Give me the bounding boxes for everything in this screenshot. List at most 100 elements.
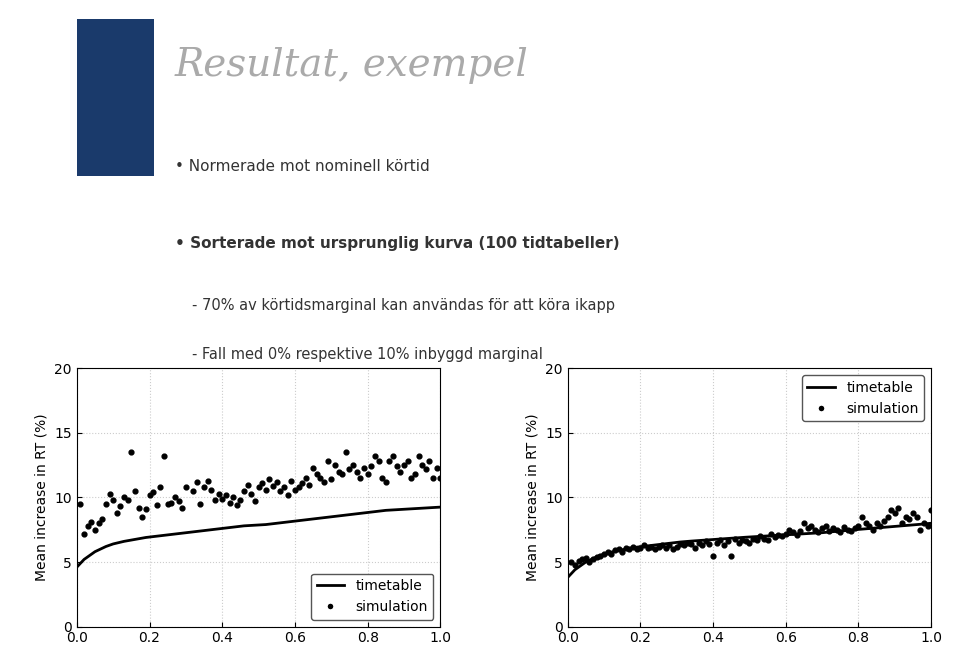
Point xyxy=(891,503,906,513)
Point xyxy=(811,527,827,537)
Point xyxy=(425,473,441,483)
Point xyxy=(785,527,801,537)
Point xyxy=(146,487,161,497)
Point xyxy=(836,522,852,532)
Point xyxy=(185,486,201,496)
Point xyxy=(796,518,811,528)
Point xyxy=(403,473,419,483)
Point xyxy=(753,531,768,541)
Point xyxy=(309,469,324,479)
Point xyxy=(807,525,823,535)
Point xyxy=(760,535,776,545)
Point xyxy=(763,528,779,539)
Point xyxy=(742,537,757,548)
Point xyxy=(244,488,259,499)
Point xyxy=(138,504,154,514)
Point xyxy=(317,477,332,487)
Point xyxy=(698,536,713,547)
Point xyxy=(142,490,157,500)
Point xyxy=(106,495,121,505)
Point xyxy=(574,554,589,565)
Point xyxy=(840,525,855,535)
Point xyxy=(640,543,656,553)
Point xyxy=(349,466,365,477)
Point xyxy=(301,479,317,490)
Point xyxy=(876,516,892,526)
Point xyxy=(276,482,292,492)
Point xyxy=(727,534,742,544)
Point xyxy=(564,557,579,567)
Point xyxy=(226,492,241,503)
Point xyxy=(280,490,296,500)
Point xyxy=(567,559,583,570)
Point xyxy=(342,464,357,474)
Point xyxy=(676,540,691,550)
Point xyxy=(924,505,939,516)
Point xyxy=(87,525,103,535)
Point xyxy=(368,451,383,461)
Point xyxy=(844,526,859,536)
Point xyxy=(134,512,150,522)
Point xyxy=(706,550,721,561)
Point xyxy=(287,484,302,495)
Point xyxy=(396,460,412,470)
Point xyxy=(767,532,782,543)
Point xyxy=(720,536,735,547)
Point xyxy=(749,535,764,545)
Point xyxy=(880,512,896,522)
Point xyxy=(389,461,404,472)
Text: - Fall med 0% respektive 10% inbyggd marginal: - Fall med 0% respektive 10% inbyggd mar… xyxy=(192,348,543,362)
Point xyxy=(673,539,688,549)
Point xyxy=(171,496,186,506)
Text: Resultat, exempel: Resultat, exempel xyxy=(175,47,529,84)
Point xyxy=(128,486,143,496)
Point xyxy=(582,557,597,567)
Point xyxy=(149,500,164,510)
Point xyxy=(847,523,862,534)
Point xyxy=(197,482,212,492)
Point xyxy=(691,537,707,548)
Point xyxy=(858,518,874,528)
Point xyxy=(273,486,288,496)
Point xyxy=(324,474,339,484)
Point xyxy=(80,521,95,531)
Point xyxy=(600,547,615,557)
Point xyxy=(873,521,888,531)
Point xyxy=(421,456,437,466)
Point xyxy=(665,544,681,554)
Point xyxy=(116,492,132,503)
Point xyxy=(571,556,587,566)
Point xyxy=(818,521,833,531)
Point xyxy=(756,534,772,544)
Point xyxy=(611,544,626,554)
Point xyxy=(862,521,877,531)
Point xyxy=(826,523,841,534)
Point xyxy=(352,473,368,483)
Point xyxy=(200,475,215,486)
Point xyxy=(633,543,648,553)
Point xyxy=(334,469,349,479)
Point xyxy=(895,518,910,528)
Point xyxy=(822,526,837,536)
Point xyxy=(775,531,790,541)
Point xyxy=(625,541,640,552)
Point xyxy=(189,477,204,487)
Point xyxy=(913,525,928,535)
Point xyxy=(400,456,416,466)
Point xyxy=(378,477,394,487)
Point xyxy=(804,521,819,531)
Point xyxy=(781,525,797,535)
Point xyxy=(905,508,921,518)
Point xyxy=(131,503,146,513)
Point xyxy=(163,497,179,508)
Y-axis label: Mean increase in RT (%): Mean increase in RT (%) xyxy=(35,413,49,581)
Point xyxy=(694,540,709,550)
Point xyxy=(618,543,634,553)
Point xyxy=(724,550,739,561)
Point xyxy=(898,512,913,522)
Point xyxy=(364,461,379,472)
Point xyxy=(604,549,619,559)
Point xyxy=(153,482,168,492)
Point xyxy=(175,503,190,513)
Point xyxy=(887,508,902,518)
